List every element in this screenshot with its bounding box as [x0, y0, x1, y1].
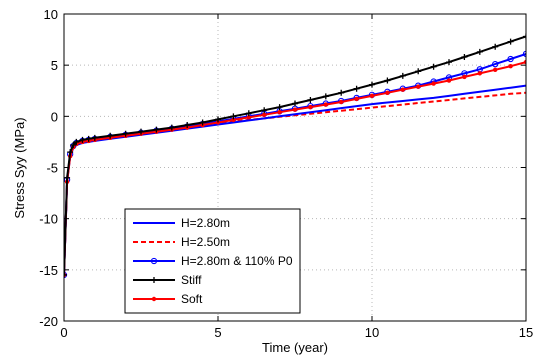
y-tick-label: -5	[46, 161, 58, 176]
series-stiff-point	[138, 128, 144, 135]
y-tick-label: -20	[39, 314, 58, 329]
series-soft-point	[231, 117, 236, 123]
tick-group: 0 5 10 15 10 5 0 -5 -10 -15 -20	[39, 7, 533, 340]
y-tick-label: 5	[51, 58, 58, 73]
series-soft-point	[339, 99, 344, 105]
x-tick-label: 0	[60, 325, 67, 340]
series-soft-point	[246, 115, 251, 120]
series-stiff-point	[384, 77, 391, 84]
series-stiff-point	[107, 132, 114, 139]
series-stiff-point	[168, 124, 175, 131]
series-stiff-point	[461, 53, 468, 60]
series-stiff-point	[122, 130, 129, 137]
series-stiff-point	[70, 141, 77, 148]
series-stiff-point	[184, 122, 191, 129]
series-stiff-point	[261, 107, 268, 114]
series-stiff-point	[91, 134, 98, 141]
y-axis-label: Stress Syy (MPa)	[12, 117, 27, 218]
y-tick-label: 10	[44, 7, 58, 22]
series-soft-point	[385, 90, 390, 95]
y-tick-label: -10	[39, 212, 58, 227]
legend: H=2.80m H=2.50m H=2.80m & 110% P0 Stiff Soft	[124, 208, 301, 314]
series-stiff-point	[476, 48, 483, 55]
series-soft-point	[262, 112, 267, 117]
series-soft-point	[369, 93, 375, 99]
series-stiff-point	[338, 89, 345, 96]
series-soft-point	[431, 81, 436, 86]
series-stiff-point	[230, 113, 237, 120]
series-soft-point	[477, 71, 482, 76]
series-stiff-point	[79, 136, 86, 143]
series-soft-point	[523, 59, 526, 65]
series-stiff-point	[507, 38, 514, 45]
series-stiff-point	[245, 110, 252, 117]
series-stiff	[64, 33, 526, 278]
series-stiff-point	[64, 271, 67, 278]
legend-h-2-50m-label: H=2.50m	[181, 235, 230, 249]
legend-h-2-80m-110-p0-label: H=2.80m & 110% P0	[181, 254, 293, 268]
x-tick-label: 15	[519, 325, 533, 340]
series-stiff-point	[73, 138, 80, 145]
series-soft-point	[462, 74, 467, 80]
series-soft-point	[354, 96, 359, 102]
series-stiff-point	[199, 119, 206, 126]
series-stiff-point	[369, 81, 375, 88]
series-stiff-point	[64, 174, 71, 181]
series-stiff-point	[292, 100, 298, 107]
series-soft-point	[446, 78, 452, 83]
legend-soft-label: Soft	[181, 292, 203, 306]
series-stiff-point	[215, 116, 221, 123]
series-stiff-point	[307, 96, 314, 103]
series-soft-point	[400, 87, 405, 92]
legend-h-2-80m-label: H=2.80m	[181, 216, 230, 230]
series-stiff-point	[430, 63, 437, 70]
series-h-2-80m-110-p0-point	[507, 55, 514, 63]
series-stiff-point	[492, 43, 499, 50]
legend-soft-point	[151, 296, 157, 302]
series-group	[64, 33, 526, 279]
series-stiff-point	[353, 85, 360, 92]
series-stiff-point	[415, 68, 422, 75]
series-stiff-point	[85, 135, 92, 142]
series-soft-point	[493, 67, 498, 72]
series-stiff-point	[322, 93, 329, 100]
series-soft-point	[277, 110, 282, 115]
y-tick-label: 0	[51, 109, 58, 124]
legend-stiff-label: Stiff	[181, 273, 202, 287]
series-soft-point	[308, 104, 313, 110]
series-h-2-80m-110-p0-point	[522, 50, 526, 58]
series-stiff-point	[153, 126, 160, 133]
series-soft-point	[416, 84, 421, 89]
y-tick-label: -15	[39, 263, 58, 278]
x-tick-label: 10	[365, 325, 379, 340]
series-soft-point	[292, 107, 298, 112]
series-soft-point	[323, 102, 328, 107]
legend-h-2-80m-110-p0-point	[150, 257, 158, 265]
series-stiff-point	[276, 104, 283, 111]
legend-stiff-point	[151, 277, 157, 283]
series-soft-point	[215, 120, 221, 125]
series-stiff-point	[446, 59, 452, 66]
series-stiff-point	[523, 33, 526, 40]
series-stiff-point	[399, 72, 406, 79]
series-soft-point	[508, 63, 513, 69]
series-h-2-80m-110-p0-point	[492, 60, 499, 68]
x-tick-label: 5	[214, 325, 221, 340]
series-stiff-point	[67, 149, 74, 156]
x-axis-label: Time (year)	[262, 340, 328, 355]
